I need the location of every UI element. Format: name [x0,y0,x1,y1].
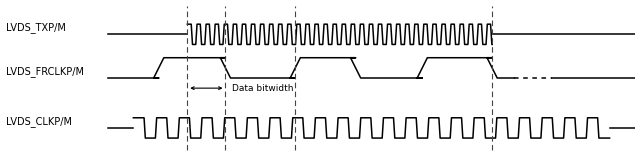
Text: Data bitwidth: Data bitwidth [232,84,293,93]
Text: LVDS_TXP/M: LVDS_TXP/M [6,22,66,33]
Text: LVDS_FRCLKP/M: LVDS_FRCLKP/M [6,66,84,77]
Text: LVDS_CLKP/M: LVDS_CLKP/M [6,116,72,127]
